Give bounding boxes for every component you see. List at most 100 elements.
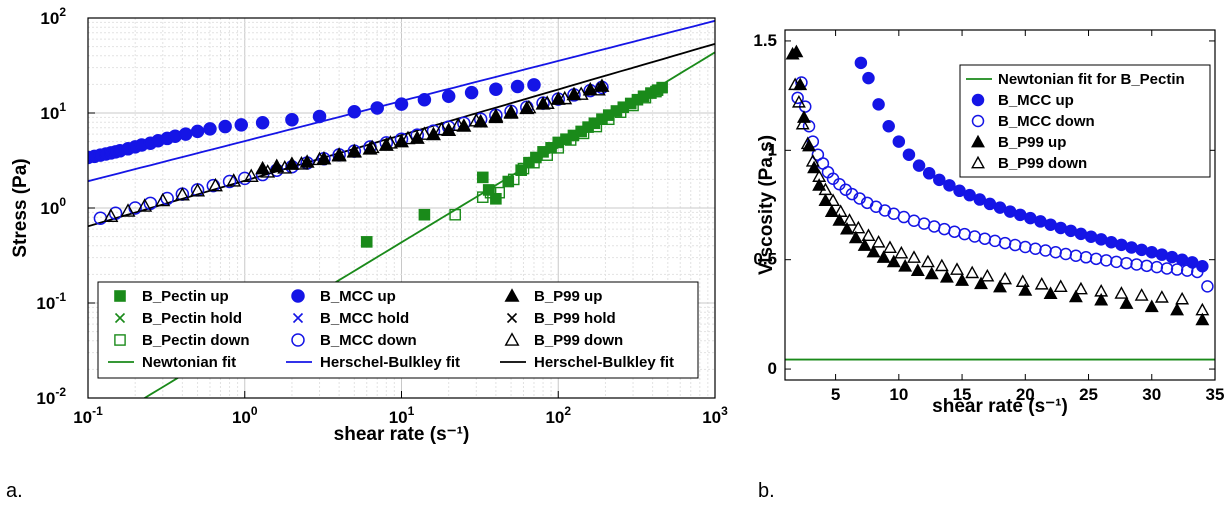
legend-label: Herschel-Bulkley fit <box>320 354 460 371</box>
point-b-mcc-down <box>1170 263 1184 276</box>
point-b-p99-down <box>1015 274 1030 287</box>
legend-label: B_Pectin up <box>142 288 229 305</box>
legend-label: B_MCC down <box>320 332 417 349</box>
panel-b-chart: 5 10 15 20 25 30 35 0 0.5 1 1.5 shear rate (s⁻¹) Vis… <box>753 29 1224 417</box>
point-b-mcc-down <box>791 91 804 105</box>
legend-swatch <box>971 155 985 169</box>
x-tick-label: 30 <box>1142 385 1161 404</box>
point-b-p99-up <box>1195 312 1210 326</box>
point-b-mcc-up <box>1064 224 1078 238</box>
point-b-mcc-up <box>993 201 1007 214</box>
point-b-pectin-up <box>515 164 527 176</box>
point-b-p99-down <box>950 262 964 275</box>
point-b-p99-down <box>260 164 276 178</box>
point-b-mcc-up <box>441 89 456 104</box>
point-b-p99-down <box>812 169 827 182</box>
y-tick-label: 10-1 <box>36 290 66 313</box>
point-b-p99-up <box>1068 289 1083 303</box>
x-axis-label: shear rate (s⁻¹) <box>334 424 470 445</box>
point-b-mcc-down <box>1160 262 1174 275</box>
point-b-p99-down <box>800 136 815 150</box>
point-b-p99-down <box>207 177 223 192</box>
x-tick-label: 10-1 <box>73 404 103 427</box>
point-b-mcc-up <box>234 118 249 132</box>
y-tick-label: 100 <box>40 195 66 218</box>
point-b-p99-down <box>818 182 833 196</box>
panel-a-tag: a. <box>6 480 23 502</box>
point-b-p99-down <box>331 147 347 161</box>
point-b-p99-up <box>898 259 913 272</box>
point-b-p99-down <box>894 245 909 259</box>
point-b-p99-up <box>1018 283 1033 296</box>
point-b-mcc-up <box>882 120 895 133</box>
point-b-p99-down <box>907 250 921 263</box>
y-tick-label: 102 <box>40 5 66 28</box>
point-b-mcc-up <box>203 122 217 136</box>
point-b-mcc-up <box>973 193 987 206</box>
point-b-p99-down <box>861 228 876 242</box>
point-b-p99-up <box>1170 302 1185 316</box>
point-b-mcc-up <box>285 112 299 127</box>
point-b-p99-down <box>346 143 362 158</box>
point-b-p99-down <box>920 254 935 268</box>
point-b-mcc-up <box>1115 238 1128 252</box>
x-tick-label: 100 <box>232 404 258 427</box>
point-b-mcc-up <box>892 135 906 148</box>
point-b-pectin-down <box>449 208 461 221</box>
data-points <box>88 78 668 248</box>
point-b-mcc-up <box>933 173 946 187</box>
point-b-mcc-up <box>862 71 875 85</box>
point-b-p99-up <box>924 266 939 280</box>
point-b-p99-down <box>826 193 841 207</box>
point-b-p99-down <box>521 99 537 114</box>
point-b-p99-down <box>1134 288 1149 301</box>
point-b-mcc-up <box>902 148 916 161</box>
point-b-mcc-down <box>222 174 237 189</box>
point-b-p99-down <box>883 240 897 254</box>
y-tick-label: 101 <box>40 100 66 123</box>
point-b-mcc-up <box>953 184 966 198</box>
point-b-p99-down <box>998 271 1013 285</box>
point-b-p99-up <box>284 156 300 170</box>
point-b-mcc-up <box>1003 205 1017 218</box>
point-b-mcc-up <box>464 85 479 100</box>
point-b-p99-down <box>1053 279 1068 292</box>
point-b-p99-up <box>1119 296 1134 309</box>
point-b-p99-down <box>557 90 573 105</box>
point-b-mcc-up <box>1135 243 1148 257</box>
legend-swatch <box>291 333 305 347</box>
legend-label: B_P99 up <box>534 288 602 305</box>
point-b-p99-down <box>434 121 450 136</box>
point-b-p99-up <box>832 213 847 226</box>
point-b-p99-down <box>1175 291 1190 305</box>
point-b-p99-down <box>103 208 119 222</box>
point-b-p99-down <box>243 168 259 183</box>
point-b-p99-up <box>789 44 804 58</box>
point-b-p99-down <box>980 268 995 282</box>
point-b-pectin-down <box>590 120 603 133</box>
point-b-mcc-up <box>1024 211 1037 225</box>
point-b-mcc-up <box>1155 248 1169 261</box>
point-b-p99-up <box>840 221 854 235</box>
point-b-p99-up <box>456 118 472 132</box>
legend: Newtonian fit for B_Pectin B_MCC up B_MCC … <box>959 64 1211 178</box>
point-b-p99-up <box>910 263 925 276</box>
legend-swatch <box>971 134 985 148</box>
point-b-p99-down <box>120 203 136 217</box>
point-b-p99-up <box>848 230 863 244</box>
point-b-p99-up <box>409 130 425 144</box>
point-b-mcc-up <box>347 105 362 119</box>
x-axis-label: shear rate (s⁻¹) <box>932 396 1068 417</box>
point-b-p99-down <box>788 77 803 91</box>
point-b-mcc-up <box>1125 241 1138 254</box>
x-tick-label: 102 <box>545 404 571 427</box>
data-points <box>785 44 1214 326</box>
point-b-pectin-down <box>552 142 565 154</box>
point-b-mcc-up <box>394 97 409 111</box>
point-b-p99-down <box>137 198 153 212</box>
point-b-pectin-down <box>577 127 590 140</box>
point-b-p99-down <box>1114 286 1129 299</box>
legend-swatch <box>504 288 520 302</box>
